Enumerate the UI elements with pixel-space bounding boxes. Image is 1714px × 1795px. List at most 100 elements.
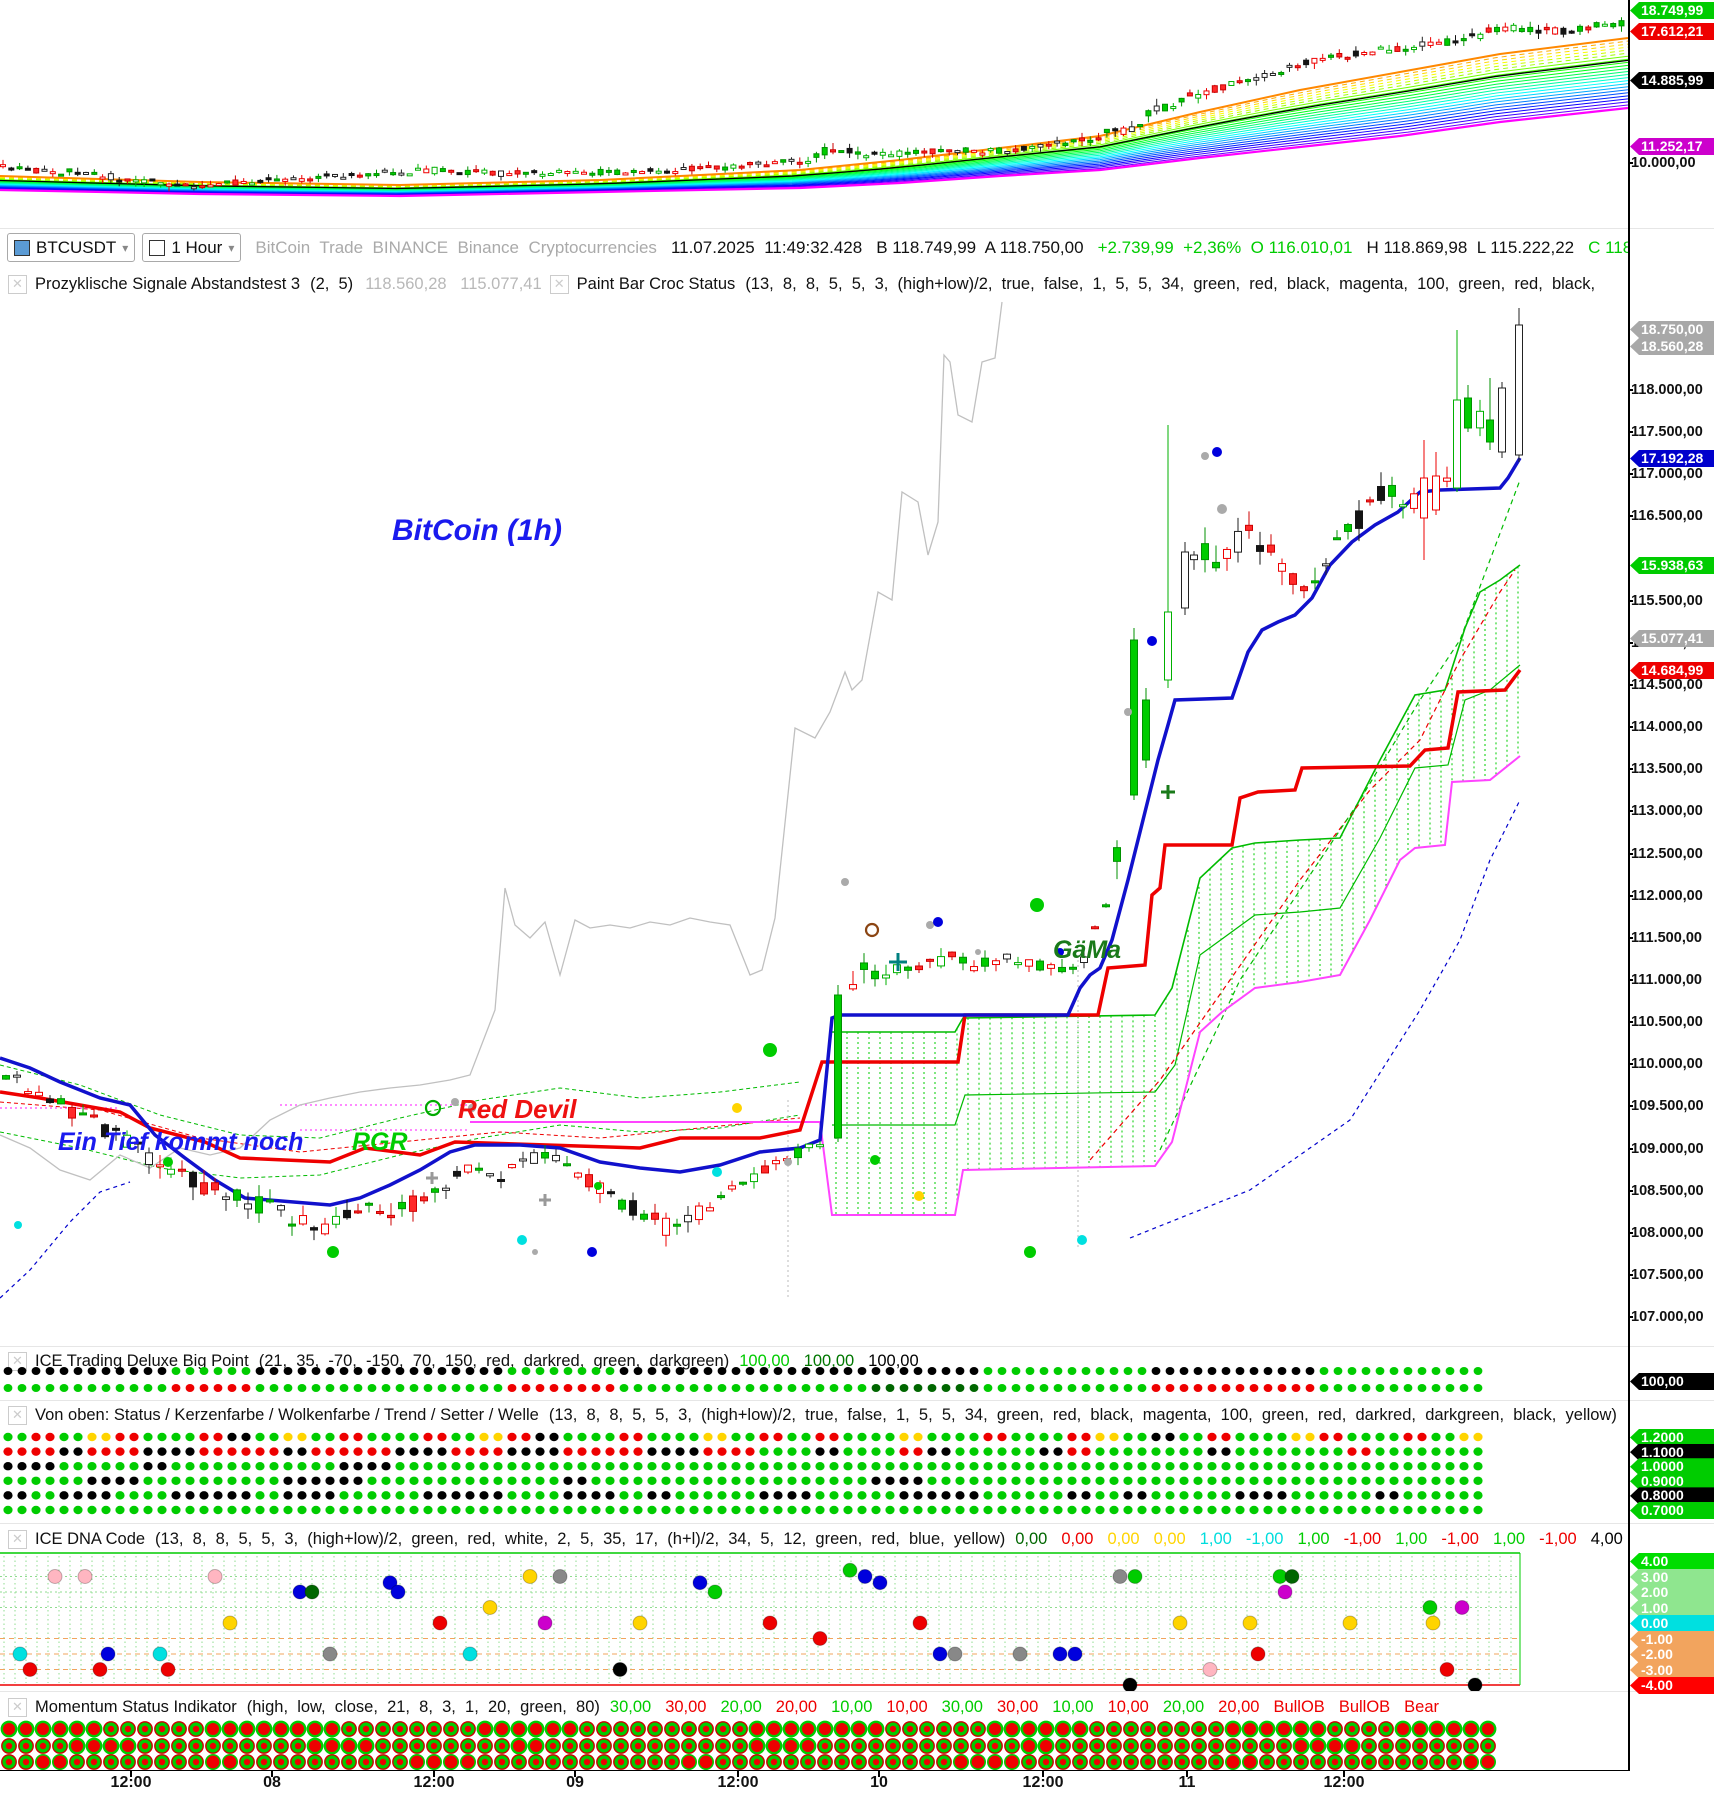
ice-trading-panel[interactable] (0, 1362, 1628, 1399)
chart-annotation[interactable]: RGR (352, 1128, 408, 1156)
time-axis-label: 10 (870, 1774, 888, 1791)
indicator-value: 10,00 (831, 1697, 873, 1716)
indicator-value: 4,00 (1590, 1529, 1623, 1548)
axis-label: 114.500,00 (1631, 677, 1703, 693)
price-badge: 18.749,99 (1630, 2, 1714, 19)
price-badge: 0.7000 (1630, 1502, 1714, 1519)
axis-label: 112.000,00 (1631, 888, 1703, 904)
chart-annotation[interactable]: BitCoin (1h) (392, 514, 562, 547)
time-axis-label: 09 (566, 1774, 584, 1791)
axis-label: 10.000,00 (1631, 155, 1696, 171)
time-axis-label: 12:00 (110, 1774, 152, 1791)
indicator-value: 100,00 (868, 1351, 919, 1370)
dna-header: ✕ ICE DNA Code (13, 8, 8, 5, 5, 3, (high… (0, 1526, 1628, 1552)
symbol-label: BTCUSDT (36, 237, 117, 257)
indicator-toggle[interactable]: ✕ (8, 1697, 27, 1717)
indicator-value: 30,00 (665, 1697, 707, 1716)
von-oben-name: Von oben: Status / Kerzenfarbe / Wolkenf… (35, 1405, 539, 1424)
axis-label: 110.500,00 (1631, 1014, 1703, 1030)
axis-label: 112.500,00 (1631, 846, 1703, 862)
price-badge: 2.00 (1630, 1584, 1714, 1601)
axis-label: 108.500,00 (1631, 1183, 1704, 1199)
indicator-value: 30,00 (996, 1697, 1039, 1716)
indicator-toggle[interactable]: ✕ (8, 1405, 27, 1425)
time-axis-label: 08 (263, 1774, 281, 1791)
indicator-toggle[interactable]: ✕ (549, 274, 569, 294)
indicator-value: 1,00 (1199, 1529, 1232, 1548)
price-badge: 17.612,21 (1630, 23, 1714, 40)
axis-label: 111.000,00 (1631, 972, 1702, 988)
axis-label: 115.500,00 (1631, 593, 1703, 609)
price-badge: 3.00 (1630, 1568, 1714, 1586)
momentum-panel[interactable] (0, 1718, 1628, 1770)
time-axis-label: 11 (1178, 1774, 1196, 1791)
price-badge: 17.192,28 (1630, 450, 1714, 467)
chart-annotation[interactable]: GäMa (1053, 936, 1122, 964)
axis-label: 118.000,00 (1631, 382, 1703, 398)
indicator-value: 0,00 (1015, 1529, 1048, 1548)
indicator2-params: (13, 8, 8, 5, 5, 3, (high+low)/2, true, … (745, 274, 1596, 293)
price-badge: 1.2000 (1630, 1429, 1714, 1446)
bid-ask: B 118.749,99 A 118.750,00 (876, 237, 1084, 257)
axis-label: 108.000,00 (1631, 1225, 1704, 1241)
price-badge: 100,00 (1630, 1373, 1714, 1390)
price-badge: 4.00 (1630, 1553, 1714, 1570)
price-badge: 15.077,41 (1630, 630, 1714, 647)
axis-label: 114.000,00 (1631, 719, 1703, 735)
axis-label: 116.500,00 (1631, 508, 1703, 524)
von-oben-header: ✕ Von oben: Status / Kerzenfarbe / Wolke… (0, 1402, 1628, 1428)
indicator-value: 10,00 (1107, 1697, 1149, 1716)
dna-values: 0,00 0,00 0,00 0,00 1,00 -1,00 1,00 -1,00 1,00 -1… (1015, 1530, 1628, 1549)
indicator-value: -1,00 (1245, 1529, 1284, 1548)
symbol-select[interactable]: BTCUSDT ▾ (7, 233, 136, 262)
indicator-value: 20,00 (775, 1697, 818, 1716)
indicator-value: -1,00 (1343, 1529, 1382, 1548)
overview-chart[interactable] (0, 0, 1628, 226)
momentum-values: 30,00 30,00 20,00 20,00 10,00 10,00 30,00 30,00… (610, 1698, 1453, 1717)
indicator-value: 30,00 (609, 1697, 652, 1716)
high-low: H 118.869,98 L 115.222,22 (1366, 237, 1575, 257)
indicator-value: 1,00 (1395, 1529, 1428, 1548)
axis-label: 117.000,00 (1631, 466, 1703, 482)
von-oben-panel[interactable] (0, 1428, 1628, 1523)
chart-annotation[interactable]: Red Devil (458, 1094, 577, 1124)
quote-datetime: 11.07.2025 11:49:32.428 (670, 237, 863, 257)
indicator-header-row: ✕ Prozyklische Signale Abstandstest 3 (2… (0, 271, 1628, 297)
axis-label: 107.500,00 (1631, 1267, 1704, 1283)
instrument-meta: BitCoin Trade BINANCE Binance Cryptocurr… (255, 237, 657, 257)
indicator-toggle[interactable]: ✕ (8, 1351, 27, 1371)
ice-trading-header: ✕ ICE Trading Deluxe Big Point (21, 35, … (0, 1348, 1628, 1374)
momentum-params: (high, low, close, 21, 8, 3, 1, 20, gree… (246, 1697, 600, 1716)
ice-trading-params: (21, 35, -70, -150, 70, 150, red, darkre… (258, 1351, 730, 1370)
momentum-name: Momentum Status Indikator (35, 1697, 237, 1716)
axis-label: 107.000,00 (1631, 1309, 1704, 1325)
price-badge: 15.938,63 (1630, 557, 1714, 574)
price-badge: 0.9000 (1630, 1472, 1714, 1490)
time-axis-label: 12:00 (1022, 1774, 1064, 1791)
price-badge: 14.885,99 (1630, 72, 1714, 89)
dna-panel[interactable] (0, 1548, 1628, 1691)
time-axis-label: 12:00 (717, 1774, 759, 1791)
indicator2-name: Paint Bar Croc Status (576, 274, 736, 293)
indicator1-params: (2, 5) (310, 274, 354, 293)
indicator-value: 100,00 (803, 1351, 855, 1370)
indicator-toggle[interactable]: ✕ (8, 1529, 27, 1549)
indicator-value: Bear (1404, 1697, 1440, 1716)
axis-label: 111.500,00 (1631, 930, 1702, 946)
indicator-value: 1,00 (1297, 1529, 1330, 1548)
interval-select[interactable]: 1 Hour ▾ (142, 233, 242, 262)
von-oben-params: (13, 8, 8, 5, 5, 3, (high+low)/2, true, … (548, 1405, 1617, 1424)
chart-annotation[interactable]: Ein Tief kommt noch (58, 1128, 304, 1156)
indicator-value: BullOB (1273, 1697, 1325, 1716)
main-chart[interactable] (0, 300, 1628, 1346)
axis-label: 117.500,00 (1631, 424, 1703, 440)
indicator-toggle[interactable]: ✕ (8, 274, 27, 294)
indicator1-values: 118.560,28 115.077,41 (365, 274, 542, 293)
price-badge: 18.560,28 (1630, 338, 1714, 355)
price-badge: 11.252,17 (1630, 138, 1714, 155)
price-badge: -4.00 (1630, 1677, 1714, 1694)
time-axis-label: 12:00 (413, 1774, 455, 1791)
indicator-value: 0,00 (1153, 1529, 1186, 1548)
axis-label: 110.000,00 (1631, 1056, 1703, 1072)
